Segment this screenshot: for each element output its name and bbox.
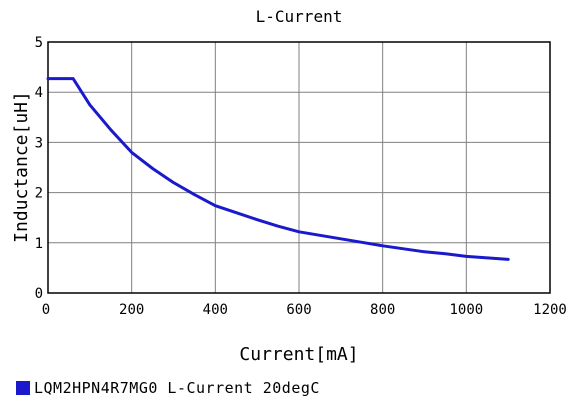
y-tick-2: 2 bbox=[35, 186, 43, 202]
y-tick-5: 5 bbox=[35, 35, 43, 51]
y-tick-0: 0 bbox=[35, 286, 43, 302]
x-tick-400: 400 bbox=[203, 302, 228, 318]
x-tick-labels: 0 200 400 600 800 1000 1200 bbox=[42, 302, 567, 318]
x-tick-1000: 1000 bbox=[449, 302, 483, 318]
grid bbox=[48, 42, 550, 293]
y-axis-label: Inductance[uH] bbox=[11, 91, 32, 243]
x-tick-600: 600 bbox=[286, 302, 311, 318]
y-tick-4: 4 bbox=[35, 85, 43, 101]
plot-area bbox=[47, 41, 551, 294]
l-current-chart: L-Current 0 1 2 3 4 5 0 200 400 600 800 1000 1200 I… bbox=[11, 7, 567, 365]
series-group bbox=[46, 77, 510, 261]
x-tick-1200: 1200 bbox=[533, 302, 567, 318]
series-line-0 bbox=[46, 77, 510, 261]
y-tick-3: 3 bbox=[35, 135, 43, 151]
y-tick-labels: 0 1 2 3 4 5 bbox=[35, 35, 43, 302]
legend-label: LQM2HPN4R7MG0 L-Current 20degC bbox=[34, 379, 320, 397]
x-axis-label: Current[mA] bbox=[239, 344, 358, 365]
legend: LQM2HPN4R7MG0 L-Current 20degC bbox=[16, 378, 320, 398]
x-tick-800: 800 bbox=[370, 302, 395, 318]
x-tick-0: 0 bbox=[42, 302, 50, 318]
y-tick-1: 1 bbox=[35, 236, 43, 252]
legend-swatch bbox=[16, 381, 30, 395]
x-tick-200: 200 bbox=[119, 302, 144, 318]
chart-title: L-Current bbox=[256, 7, 343, 26]
